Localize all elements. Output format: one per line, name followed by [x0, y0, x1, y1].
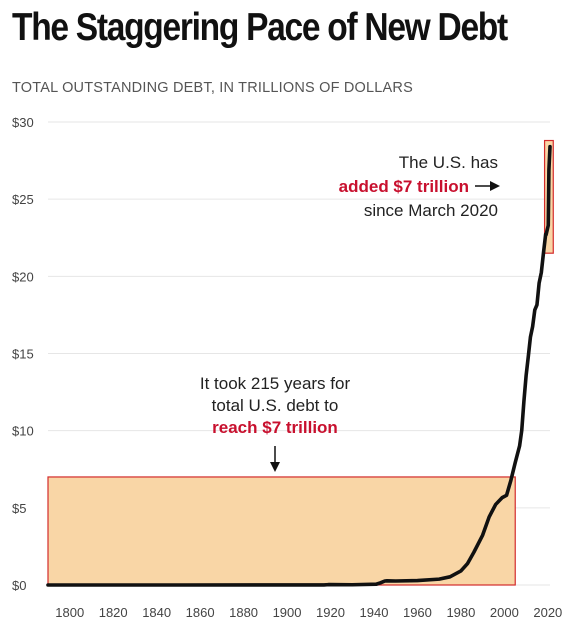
y-tick-label: $5	[12, 501, 26, 516]
series-line-1	[46, 144, 552, 587]
highlight-box-1	[47, 476, 516, 586]
annotation-highlight: added $7 trillion	[339, 177, 469, 196]
x-tick-label: 1860	[186, 605, 215, 620]
x-tick-label: 1940	[360, 605, 389, 620]
x-tick-label: 1900	[273, 605, 302, 620]
chart-title: The Staggering Pace of New Debt	[12, 6, 508, 49]
annotation-text: The U.S. has	[399, 153, 498, 172]
x-tick-label: 1980	[446, 605, 475, 620]
x-tick-label: 1960	[403, 605, 432, 620]
annotation-text: total U.S. debt to	[212, 396, 339, 415]
annotation-highlight: reach $7 trillion	[212, 418, 338, 437]
x-tick-label: 1800	[55, 605, 84, 620]
y-tick-label: $30	[12, 115, 34, 130]
y-tick-label: $15	[12, 347, 34, 362]
annotation-text: since March 2020	[364, 201, 498, 220]
annotations: It took 215 years for total U.S. debt to r…	[200, 153, 500, 472]
x-tick-label: 2020	[533, 605, 562, 620]
x-tick-label: 1880	[229, 605, 258, 620]
annotation-arrow-head	[270, 462, 280, 472]
x-tick-label: 2000	[490, 605, 519, 620]
highlight-boxes	[47, 139, 554, 586]
x-tick-label: 1840	[142, 605, 171, 620]
x-axis-ticks: 1800 1820 1840 1860 1880 1900 1920 1940 1960 1980…	[55, 605, 562, 620]
x-tick-label: 1920	[316, 605, 345, 620]
chart-subtitle: TOTAL OUTSTANDING DEBT, IN TRILLIONS OF …	[12, 80, 413, 96]
y-axis-ticks: $0 $5 $10 $15 $20 $25 $30	[12, 115, 34, 593]
y-tick-label: $25	[12, 192, 34, 207]
y-tick-label: $0	[12, 578, 26, 593]
series-lines	[46, 144, 552, 587]
annotation-text: It took 215 years for	[200, 374, 351, 393]
y-tick-label: $20	[12, 269, 34, 284]
annotation-arrow-head	[490, 181, 500, 191]
y-tick-label: $10	[12, 424, 34, 439]
x-tick-label: 1820	[99, 605, 128, 620]
